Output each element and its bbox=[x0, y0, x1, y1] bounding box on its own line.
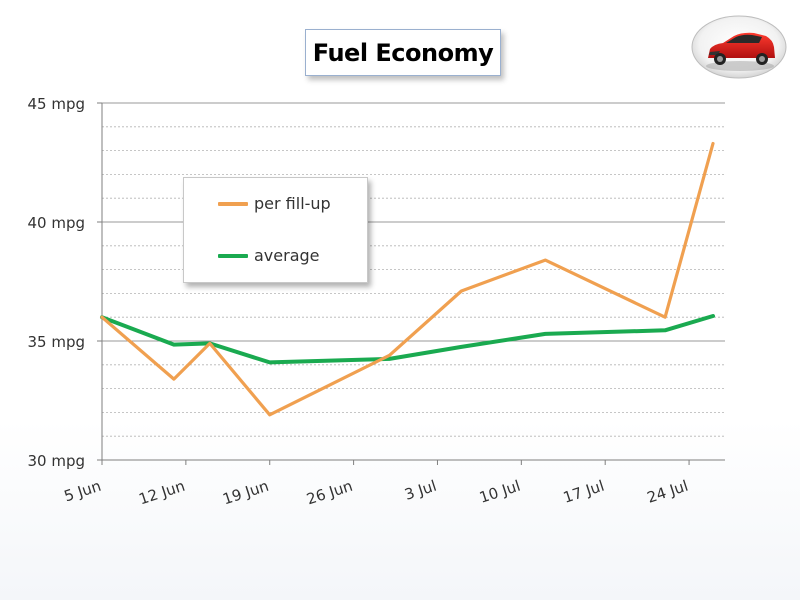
y-axis-ticks: 30 mpg 35 mpg 40 mpg 45 mpg bbox=[27, 95, 102, 470]
legend-label-per-fill-up: per fill-up bbox=[254, 194, 331, 213]
legend-swatch-average bbox=[218, 253, 248, 258]
x-tick-label: 12 Jun bbox=[137, 477, 188, 509]
y-tick-label: 40 mpg bbox=[27, 214, 85, 232]
chart-title-box: Fuel Economy bbox=[305, 29, 501, 76]
chart-series bbox=[100, 141, 715, 417]
x-tick-label: 10 Jul bbox=[477, 477, 522, 507]
chart-title: Fuel Economy bbox=[312, 38, 494, 67]
y-tick-label: 35 mpg bbox=[27, 333, 85, 351]
x-tick-label: 5 Jun bbox=[62, 477, 103, 506]
x-tick-label: 19 Jun bbox=[220, 477, 271, 509]
y-tick-label: 45 mpg bbox=[27, 95, 85, 113]
series-line-per-fill-up bbox=[100, 141, 715, 417]
x-tick-label: 3 Jul bbox=[402, 477, 438, 504]
y-tick-label: 30 mpg bbox=[27, 452, 85, 470]
x-tick-label: 24 Jul bbox=[645, 477, 690, 507]
series-line-average bbox=[100, 314, 715, 365]
legend-item-average: average bbox=[218, 246, 320, 265]
legend-label-average: average bbox=[254, 246, 320, 265]
x-tick-label: 17 Jul bbox=[561, 477, 606, 507]
x-axis-ticks: 5 Jun 12 Jun 19 Jun 26 Jun 3 Jul 10 Jul 17 Jul… bbox=[62, 460, 690, 509]
chart-legend: per fill-up average bbox=[183, 177, 368, 283]
legend-swatch-per-fill-up bbox=[218, 201, 248, 206]
car-logo-icon bbox=[691, 15, 787, 79]
chart-axes bbox=[101, 103, 725, 461]
x-tick-label: 26 Jun bbox=[304, 477, 355, 509]
legend-item-per-fill-up: per fill-up bbox=[218, 194, 331, 213]
